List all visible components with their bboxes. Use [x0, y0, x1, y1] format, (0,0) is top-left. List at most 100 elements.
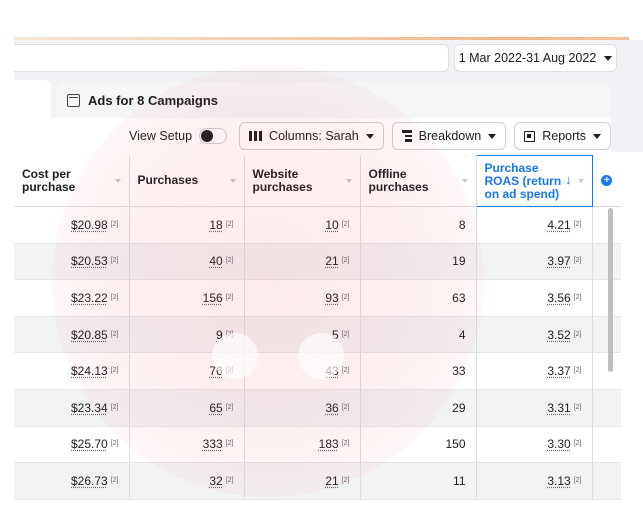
cell-value[interactable]: $25.70 [71, 437, 108, 452]
column-header-purchase-roas[interactable]: Purchase ROAS (return on ad spend) ↓ [475, 155, 593, 207]
cell-value: 29 [452, 400, 466, 415]
footnote-marker: [2] [341, 476, 350, 484]
cell-value[interactable]: 3.52 [547, 327, 571, 342]
tab-ads-label: Ads for 8 Campaigns [88, 92, 219, 108]
cell-value[interactable]: 3.56 [547, 290, 571, 305]
footnote-marker: [2] [225, 220, 234, 228]
cell-value[interactable]: 183 [318, 437, 339, 452]
cell-website: 93 [2] [244, 279, 361, 317]
cell-value[interactable]: 5 [332, 327, 339, 342]
cell-value[interactable]: 9 [216, 327, 223, 342]
cell-value[interactable]: 93 [325, 290, 339, 305]
column-header-cost-per-purchase[interactable]: Cost per purchase [14, 155, 130, 207]
cell-offline: 11 [360, 462, 477, 500]
cell-value[interactable]: 18 [209, 217, 223, 232]
cell-value[interactable]: $23.34 [71, 400, 108, 415]
columns-button[interactable]: Columns: Sarah [239, 122, 384, 150]
cell-value[interactable]: 3.31 [547, 400, 571, 415]
cell-value[interactable]: 10 [325, 217, 339, 232]
cell-cost: $24.13 [2] [14, 352, 130, 390]
cell-value[interactable]: 65 [209, 400, 223, 415]
footnote-marker: [2] [225, 403, 234, 411]
cell-value[interactable]: $20.85 [71, 327, 108, 342]
campaign-table: Cost per purchase Purchases Website purc… [14, 155, 621, 500]
tab-previous[interactable] [14, 80, 51, 118]
cell-cost: $25.70 [2] [14, 426, 130, 464]
cell-value: 8 [458, 217, 466, 232]
cell-value[interactable]: 43 [325, 364, 339, 379]
column-header-purchases[interactable]: Purchases [129, 155, 245, 207]
column-header-label: Website purchases [252, 166, 313, 194]
cell-value[interactable]: 76 [209, 364, 223, 379]
cell-website: 183 [2] [244, 426, 361, 464]
cell-offline: 19 [360, 243, 477, 281]
cell-value[interactable]: 3.13 [547, 473, 571, 488]
view-setup: View Setup [129, 128, 228, 144]
cell-value[interactable]: 333 [202, 437, 223, 452]
cell-offline: 4 [360, 316, 477, 354]
cell-value[interactable]: 32 [209, 473, 223, 488]
cell-website: 43 [2] [244, 352, 361, 390]
date-range-button[interactable]: 1 Mar 2022-31 Aug 2022 [454, 44, 617, 72]
reports-button[interactable]: Reports [514, 122, 611, 150]
footnote-marker: [2] [573, 330, 582, 338]
cell-value[interactable]: 21 [325, 473, 339, 488]
cell-value[interactable]: 3.30 [547, 437, 571, 452]
chevron-down-icon [229, 178, 236, 183]
column-header-label: Offline purchases [368, 166, 429, 194]
cell-value[interactable]: 4.21 [547, 217, 571, 232]
cell-value[interactable]: 21 [325, 254, 339, 269]
table-row: $25.70 [2] 333 [2] 183 [2] 150 3.30 [2] [14, 426, 621, 464]
toolbar: View Setup Columns: Sarah Breakdown Repo… [14, 118, 611, 154]
cell-value[interactable]: $23.22 [71, 290, 108, 305]
cell-value[interactable]: 3.37 [547, 364, 571, 379]
cell-cost: $20.98 [2] [14, 206, 130, 244]
cell-roas: 3.30 [2] [476, 426, 593, 464]
cell-value: 19 [452, 254, 466, 269]
breakdown-button[interactable]: Breakdown [391, 122, 507, 150]
cell-value[interactable]: 36 [325, 400, 339, 415]
cell-cost: $23.22 [2] [14, 279, 130, 317]
footnote-marker: [2] [573, 293, 582, 301]
cell-website: 10 [2] [244, 206, 361, 244]
column-header-offline-purchases[interactable]: Offline purchases [360, 155, 477, 207]
footnote-marker: [2] [110, 403, 119, 411]
date-range-label: 1 Mar 2022-31 Aug 2022 [458, 51, 597, 65]
cell-cost: $20.53 [2] [14, 243, 130, 281]
footnote-marker: [2] [341, 257, 350, 265]
column-header-website-purchases[interactable]: Website purchases [244, 155, 361, 207]
plus-circle-icon[interactable]: + [601, 175, 613, 187]
cell-value[interactable]: $20.53 [71, 254, 108, 269]
cell-value[interactable]: 3.97 [547, 254, 571, 269]
tab-ads[interactable]: Ads for 8 Campaigns [57, 82, 610, 118]
cell-value[interactable]: 40 [209, 254, 223, 269]
cell-value[interactable]: $26.73 [71, 473, 108, 488]
spacer-cell [592, 206, 621, 244]
search-filter-input[interactable] [14, 44, 449, 72]
cell-offline: 29 [360, 389, 477, 427]
spacer-cell [592, 426, 621, 464]
cell-value[interactable]: $20.98 [71, 217, 108, 232]
footnote-marker: [2] [573, 476, 582, 484]
cell-website: 36 [2] [244, 389, 361, 427]
cell-value: 150 [445, 437, 466, 452]
cell-value[interactable]: 156 [202, 290, 223, 305]
footnote-marker: [2] [225, 440, 234, 448]
table-row: $20.98 [2] 18 [2] 10 [2] 8 4.21 [2] [14, 206, 621, 244]
footnote-marker: [2] [110, 220, 119, 228]
add-column-header[interactable]: + [592, 155, 621, 207]
view-setup-toggle[interactable] [199, 128, 228, 144]
toggle-knob [201, 130, 214, 142]
cell-value[interactable]: $24.13 [71, 364, 108, 379]
spacer-cell [592, 279, 621, 317]
vertical-scrollbar[interactable] [608, 208, 613, 372]
cell-purchases: 76 [2] [129, 352, 245, 390]
cell-cost: $23.34 [2] [14, 389, 130, 427]
footnote-marker: [2] [341, 293, 350, 301]
sort-arrow-down-icon[interactable]: ↓ [565, 172, 572, 187]
cell-purchases: 65 [2] [129, 389, 245, 427]
chevron-down-icon [593, 133, 601, 139]
footnote-marker: [2] [573, 367, 582, 375]
cell-value: 4 [458, 327, 466, 342]
top-accent-strip [14, 37, 629, 40]
